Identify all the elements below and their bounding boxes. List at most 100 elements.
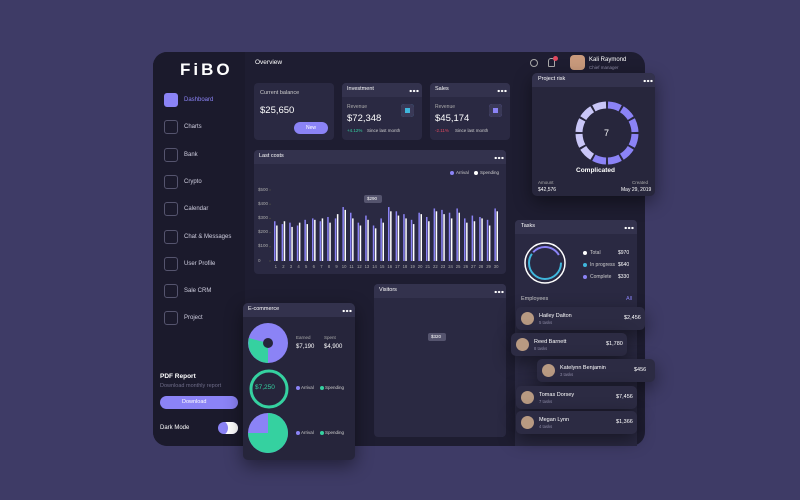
x-tick-label: 16 xyxy=(387,264,393,269)
menu-item[interactable]: Charts xyxy=(184,124,202,131)
menu-icon[interactable] xyxy=(164,284,178,299)
dark-mode-label: Dark Mode xyxy=(160,425,190,431)
sidebar xyxy=(153,52,245,446)
card-header xyxy=(243,303,355,317)
tooltip: $320 xyxy=(428,333,446,341)
x-tick-label: 20 xyxy=(417,264,423,269)
download-label[interactable]: Download xyxy=(182,399,207,405)
menu-icon[interactable] xyxy=(164,120,178,135)
x-tick-label: 11 xyxy=(349,264,354,269)
settings-icon[interactable] xyxy=(530,59,538,67)
sales-card: Sales Revenue $45,174 -2.11% Since last mont… xyxy=(430,83,510,140)
card-icon xyxy=(489,104,502,117)
spent-value: $4,900 xyxy=(324,344,343,350)
bar xyxy=(479,216,481,261)
employee-row: Katelynn Benjamin 3 tasks $456 xyxy=(537,359,655,382)
x-tick-label: 25 xyxy=(455,264,461,269)
bar xyxy=(410,219,413,261)
employee-tasks: 5 tasks xyxy=(539,320,553,325)
employee-tasks: 4 tasks xyxy=(539,424,553,429)
x-tick-label: 19 xyxy=(410,264,415,269)
dark-mode-toggle[interactable] xyxy=(218,422,238,434)
bar xyxy=(281,224,284,261)
menu-icon[interactable] xyxy=(164,256,178,271)
x-tick-label: 30 xyxy=(493,264,499,269)
more-button[interactable] xyxy=(409,89,419,93)
task-ring xyxy=(528,246,562,280)
employee-name: Hailey Dalton xyxy=(539,313,572,319)
menu-item[interactable]: Chat & Messages xyxy=(184,233,232,240)
notification-icon[interactable] xyxy=(548,58,555,67)
menu-item[interactable]: Crypto xyxy=(184,178,202,185)
employees-label: Employees xyxy=(521,296,549,302)
avatar xyxy=(516,338,529,351)
menu-icon[interactable] xyxy=(164,202,178,217)
menu-icon[interactable] xyxy=(164,311,178,326)
legend-label: Spending xyxy=(480,170,500,175)
more-button[interactable] xyxy=(494,290,504,294)
employee-row: Hailey Dalton 5 tasks $2,456 xyxy=(516,307,645,330)
new-label[interactable]: New xyxy=(306,124,317,131)
bar xyxy=(395,211,398,261)
x-tick-label: 22 xyxy=(433,264,438,269)
more-button[interactable] xyxy=(643,79,653,83)
bar xyxy=(306,224,308,261)
avatar xyxy=(521,416,534,429)
x-tick-label: 2 xyxy=(282,264,285,269)
y-tick-label: $200 xyxy=(258,229,269,235)
bar xyxy=(481,218,483,261)
bar xyxy=(433,208,436,261)
menu-item[interactable]: Project xyxy=(184,315,203,322)
risk-segment xyxy=(575,133,586,148)
menu-item[interactable]: Sale CRM xyxy=(184,288,212,295)
notification-badge xyxy=(553,56,558,61)
bar xyxy=(441,209,443,261)
menu-icon[interactable] xyxy=(164,174,178,189)
x-tick-label: 4 xyxy=(297,264,300,269)
more-button[interactable] xyxy=(497,89,507,93)
employee-name: Katelynn Benjamin xyxy=(560,365,606,371)
legend-dot xyxy=(296,386,300,390)
pdf-title: PDF Report xyxy=(160,373,196,380)
menu-item[interactable]: Bank xyxy=(184,151,198,158)
more-button[interactable] xyxy=(342,309,352,313)
amount-value: $42,576 xyxy=(538,187,557,193)
avatar xyxy=(521,391,534,404)
revenue-value: $45,174 xyxy=(435,113,470,124)
new-button[interactable]: New xyxy=(294,122,328,134)
more-button[interactable] xyxy=(624,226,634,230)
bar xyxy=(418,212,420,261)
change: +4.12% xyxy=(347,128,363,133)
risk-segment xyxy=(628,118,639,133)
change-note: Since last month xyxy=(455,128,489,133)
bar xyxy=(304,219,306,261)
more-button[interactable] xyxy=(494,156,504,160)
all-link[interactable]: All xyxy=(626,296,633,302)
bar xyxy=(390,211,392,261)
legend-label: Spending xyxy=(325,385,345,390)
bar xyxy=(298,222,301,261)
x-tick-label: 12 xyxy=(357,264,362,269)
download-button[interactable]: Download xyxy=(160,396,238,409)
spent-label: Spent xyxy=(324,335,336,340)
task-value: $640 xyxy=(618,262,630,268)
menu-icon[interactable] xyxy=(164,93,178,107)
menu-item[interactable]: Dashboard xyxy=(184,97,214,103)
legend-dot xyxy=(450,171,454,175)
bar xyxy=(450,218,453,261)
menu-item[interactable]: Calendar xyxy=(184,206,209,213)
card-header xyxy=(532,73,655,87)
bar xyxy=(291,226,293,261)
menu-item[interactable]: User Profile xyxy=(184,260,216,267)
menu-icon[interactable] xyxy=(164,229,178,244)
earned-value: $7,190 xyxy=(296,344,315,350)
task-label: Complete xyxy=(590,274,612,280)
bar xyxy=(319,221,322,261)
employee-value: $2,456 xyxy=(624,315,641,321)
bar xyxy=(327,216,329,261)
x-tick-label: 9 xyxy=(335,264,338,269)
user-role: Chief manager xyxy=(589,65,619,70)
x-tick-label: 8 xyxy=(327,264,331,269)
menu-icon[interactable] xyxy=(164,147,178,162)
